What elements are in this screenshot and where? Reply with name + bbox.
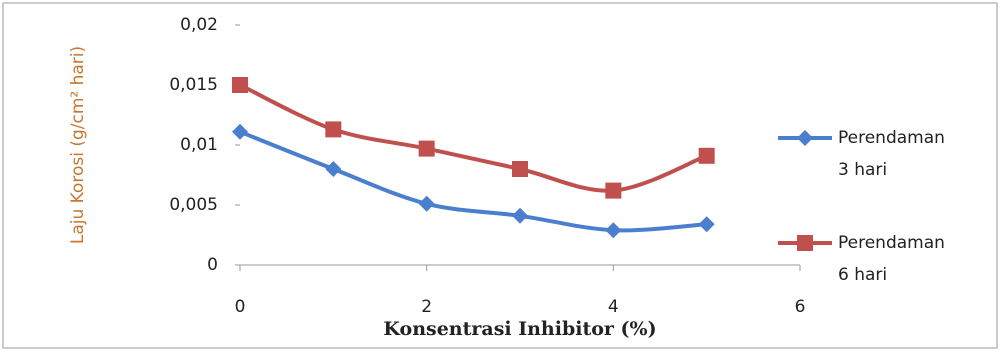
- marker: [605, 182, 622, 199]
- x-tick-label: 2: [421, 297, 432, 317]
- y-tick-label: 0,015: [169, 75, 218, 95]
- marker: [232, 123, 248, 140]
- marker: [325, 121, 342, 138]
- marker: [418, 140, 435, 157]
- series-line: [239, 83, 708, 193]
- marker: [605, 222, 622, 239]
- marker: [232, 77, 248, 93]
- marker: [698, 147, 715, 164]
- marker: [797, 130, 813, 146]
- y-tick-label: 0: [207, 255, 218, 275]
- x-tick-label: 6: [795, 297, 806, 317]
- legend-label: Perendaman 6 hari: [838, 233, 950, 285]
- marker: [512, 207, 528, 224]
- y-tick-label: 0,01: [180, 135, 218, 155]
- legend-label: Perendaman 3 hari: [838, 128, 950, 180]
- x-tick-label: 0: [235, 297, 246, 317]
- x-tick-label: 4: [608, 297, 619, 317]
- x-axis-label: Konsentrasi Inhibitor (%): [383, 318, 656, 340]
- marker: [797, 235, 813, 251]
- marker: [418, 195, 435, 212]
- marker: [698, 216, 715, 233]
- series-line: [239, 129, 707, 233]
- marker: [512, 161, 528, 177]
- y-tick-label: 0,005: [169, 195, 218, 215]
- marker: [325, 161, 342, 177]
- y-tick-label: 0,02: [180, 15, 218, 35]
- y-axis-label: Laju Korosi (g/cm² hari): [68, 46, 88, 244]
